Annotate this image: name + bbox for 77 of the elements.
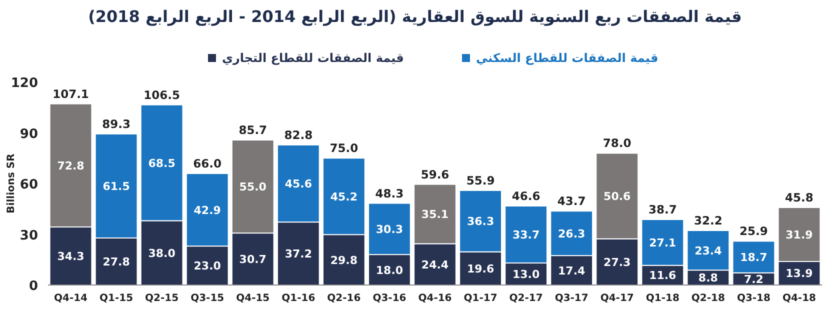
x-tick-label: Q4-15: [236, 293, 270, 304]
total-label: 66.0: [193, 156, 222, 171]
data-label: 26.3: [558, 227, 586, 240]
data-label: 55.0: [239, 180, 267, 194]
data-label: 42.9: [194, 204, 221, 217]
total-label: 89.3: [102, 116, 130, 131]
data-label: 13.0: [512, 268, 540, 282]
x-tick-label: Q3-15: [190, 293, 224, 304]
x-tick-label: Q4-17: [600, 293, 634, 304]
total-label: 32.2: [694, 214, 722, 228]
total-label: 48.3: [375, 186, 404, 200]
data-label: 30.7: [239, 253, 266, 266]
data-label: 45.2: [330, 190, 358, 204]
total-label: 46.6: [512, 189, 540, 203]
data-label: 45.6: [284, 178, 312, 190]
data-label: 38.0: [148, 246, 176, 260]
data-label: 68.5: [148, 156, 176, 170]
total-label: 45.8: [785, 190, 814, 205]
data-label: 27.1: [649, 236, 676, 250]
data-label: 19.6: [466, 262, 494, 276]
x-tick-label: Q2-16: [327, 293, 361, 304]
data-label: 24.4: [421, 258, 449, 272]
x-tick-label: Q1-15: [100, 293, 134, 304]
total-label: 55.9: [466, 173, 495, 188]
total-label: 25.9: [740, 224, 768, 238]
data-label: 30.3: [376, 222, 404, 236]
total-label: 107.1: [52, 86, 89, 101]
data-label: 17.4: [558, 264, 586, 278]
data-label: 50.6: [604, 190, 632, 204]
x-tick-label: Q3-17: [554, 293, 588, 304]
data-label: 27.8: [102, 255, 130, 268]
data-label: 29.8: [330, 254, 358, 267]
data-label: 23.4: [694, 244, 722, 258]
data-label: 34.3: [57, 250, 84, 263]
legend-label: قيمة الصفقات للقطاع السكني: [476, 51, 658, 65]
legend-label: قيمة الصفقات للقطاع التجاري: [222, 51, 404, 65]
data-label: 13.9: [786, 267, 813, 280]
x-tick-label: Q3-18: [736, 293, 771, 304]
total-label: 75.0: [330, 141, 358, 156]
data-label: 23.0: [194, 260, 222, 273]
data-label: 18.0: [376, 264, 404, 277]
x-tick-label: Q1-17: [464, 293, 498, 304]
x-tick-label: Q1-16: [282, 293, 316, 304]
data-label: 18.7: [740, 251, 768, 264]
total-label: 43.7: [557, 194, 586, 208]
total-label: 38.7: [648, 202, 677, 217]
data-label: 31.9: [786, 228, 813, 242]
x-tick-label: Q4-18: [782, 293, 816, 304]
chart-title: قيمة الصفقات ربع السنوية للسوق العقارية (الربع الرابع 2014 - الربع الرابع 2018): [88, 7, 742, 26]
total-label: 82.8: [284, 128, 313, 142]
y-tick-label: 90: [20, 126, 38, 142]
y-tick-label: 30: [20, 228, 38, 244]
total-label: 85.7: [238, 123, 268, 138]
x-tick-label: Q3-16: [372, 293, 406, 304]
data-label: 37.2: [284, 248, 312, 261]
x-tick-label: Q1-18: [646, 293, 680, 304]
data-label: 36.3: [466, 215, 494, 228]
total-label: 59.6: [420, 167, 450, 182]
data-label: 61.5: [102, 180, 130, 193]
x-tick-label: Q2-17: [509, 293, 543, 304]
total-label: 106.5: [144, 88, 180, 102]
y-tick-label: 60: [20, 178, 38, 192]
data-label: 8.8: [698, 272, 718, 285]
data-label: 27.3: [604, 256, 631, 269]
total-label: 78.0: [602, 136, 632, 150]
x-tick-label: Q4-14: [54, 293, 88, 304]
y-tick-label: 0: [28, 279, 38, 294]
data-label: 7.2: [744, 272, 764, 286]
data-label: 33.7: [512, 228, 540, 242]
x-tick-label: Q4-16: [418, 293, 452, 304]
x-tick-label: Q2-18: [691, 293, 725, 304]
y-axis-title: Billions SR: [6, 153, 17, 214]
data-label: 11.6: [649, 269, 677, 282]
y-tick-label: 120: [10, 76, 38, 91]
data-label: 72.8: [57, 159, 84, 172]
data-label: 35.1: [421, 208, 449, 222]
x-tick-label: Q2-15: [145, 293, 179, 304]
